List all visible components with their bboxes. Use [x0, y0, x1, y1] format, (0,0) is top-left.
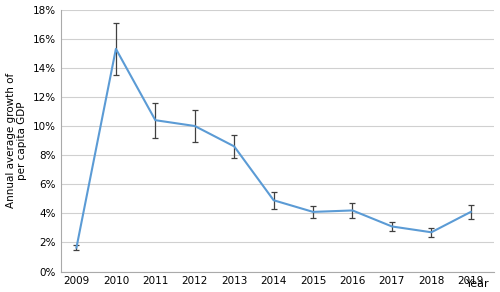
Y-axis label: Annual average growth of
per capita GDP: Annual average growth of per capita GDP — [6, 73, 27, 208]
Text: Year: Year — [466, 279, 490, 289]
